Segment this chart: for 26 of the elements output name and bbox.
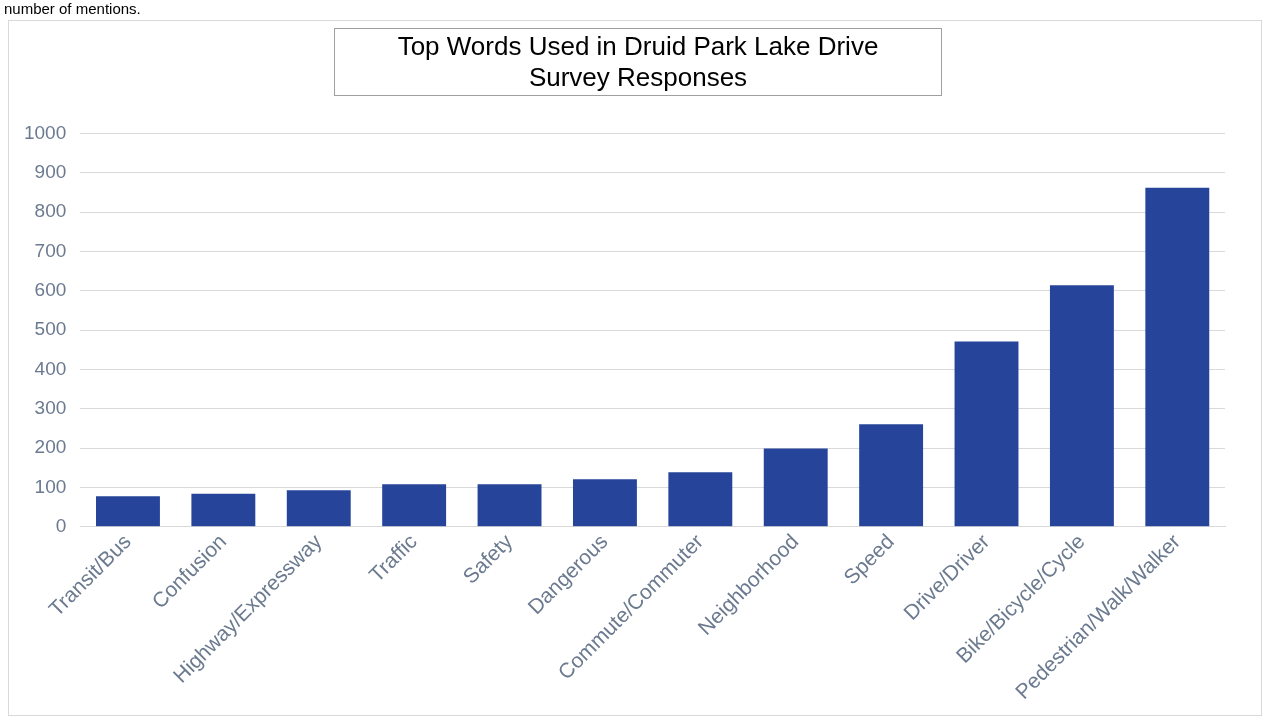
- y-tick-label: 1000: [23, 121, 67, 143]
- y-tick-label: 200: [34, 436, 67, 458]
- bar: [572, 479, 637, 527]
- text: Survey Responses: [528, 62, 748, 92]
- bar: [1145, 187, 1210, 527]
- y-tick-label: 400: [34, 357, 67, 379]
- y-tick-label: 100: [34, 475, 67, 497]
- y-tick-label: 900: [34, 160, 67, 182]
- bar: [191, 493, 256, 527]
- text: number of mentions.: [4, 0, 141, 17]
- y-tick-label: 700: [34, 239, 67, 261]
- y-tick-label: 600: [34, 279, 67, 301]
- bar: [96, 496, 160, 527]
- y-tick-label: 300: [34, 397, 67, 419]
- bar: [1049, 285, 1114, 527]
- y-tick-label: 800: [34, 200, 67, 222]
- text: Top Words Used in Druid Park Lake Drive: [397, 31, 879, 61]
- bar: [668, 472, 733, 527]
- y-tick-label: 0: [55, 515, 67, 537]
- bar: [286, 490, 351, 527]
- bar: [477, 484, 542, 527]
- bar: [763, 448, 828, 527]
- bar: [859, 424, 924, 527]
- bar: [954, 341, 1019, 527]
- y-tick-label: 500: [34, 318, 67, 340]
- bar: [382, 484, 447, 527]
